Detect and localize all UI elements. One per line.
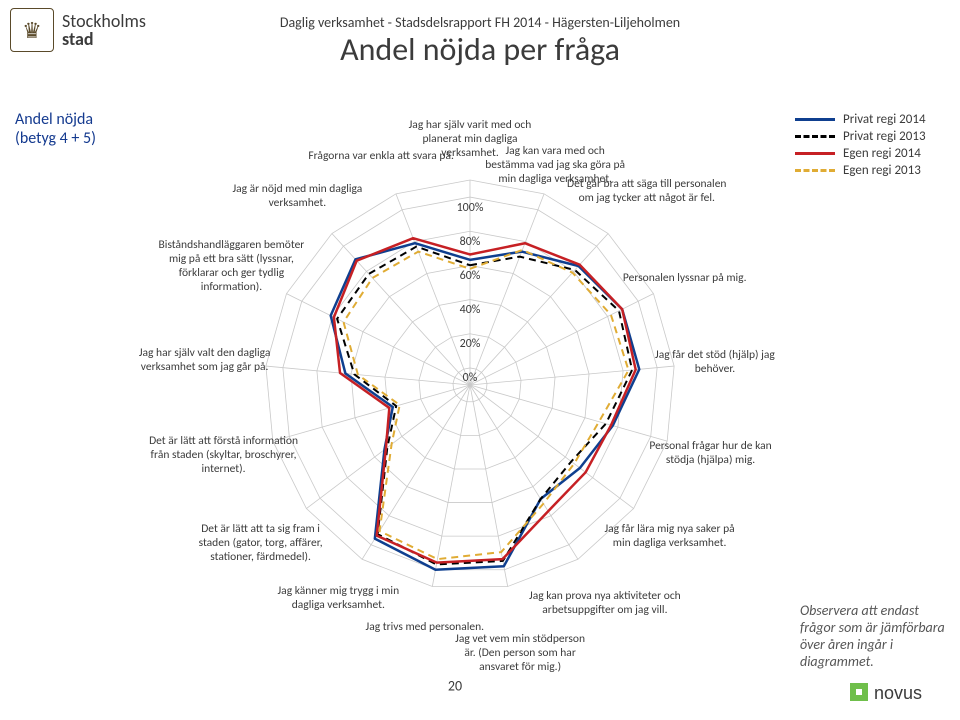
- city-crest-icon: ♛: [10, 8, 54, 52]
- page-number: 20: [448, 677, 462, 694]
- novus-logo-svg: novus: [850, 679, 940, 707]
- report-supertitle: Daglig verksamhet - Stadsdelsrapport FH …: [280, 14, 680, 31]
- brand-text: Stockholms stad: [62, 12, 146, 48]
- legend-label: Egen regi 2014: [843, 146, 921, 161]
- novus-text: novus: [874, 683, 922, 703]
- legend-label: Privat regi 2014: [843, 112, 926, 127]
- page-title: Andel nöjda per fråga: [340, 30, 620, 69]
- novus-logo: novus: [850, 679, 940, 712]
- footnote: Observera att endast frågor som är jämfö…: [800, 602, 950, 670]
- crest-glyph: ♛: [22, 17, 42, 44]
- radar-svg: [120, 85, 820, 685]
- legend-label: Egen regi 2013: [843, 163, 921, 178]
- logo-block: ♛ Stockholms stad: [10, 8, 146, 52]
- metric-subtitle: Andel nöjda (betyg 4 + 5): [15, 110, 135, 148]
- brand-line2: stad: [62, 28, 94, 50]
- radar-chart: Jag har själv varit med och planerat min…: [120, 85, 820, 685]
- legend-label: Privat regi 2013: [843, 129, 926, 144]
